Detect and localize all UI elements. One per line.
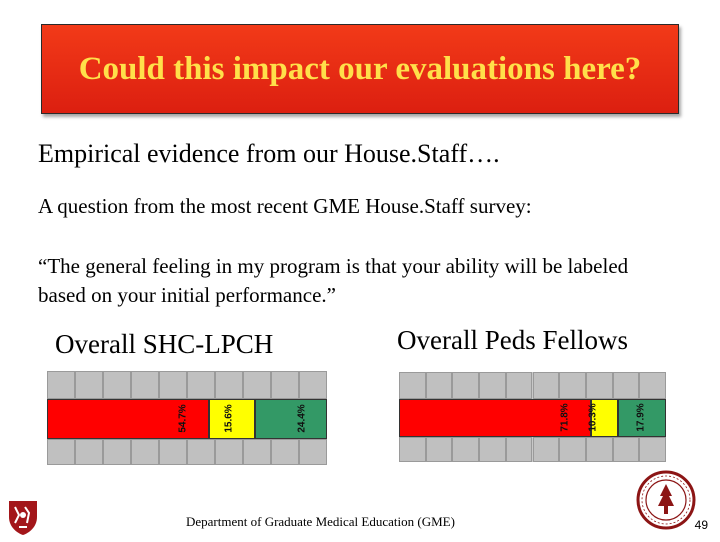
chart-grid-cell <box>585 372 613 399</box>
bar-value-label: 54.7% <box>178 404 190 434</box>
bar-value-label: 17.9% <box>635 403 647 433</box>
chart-grid-cell <box>505 372 533 399</box>
chart-peds-fellows: 71.8% 10.3% 17.9% <box>399 372 666 462</box>
chart-grid-cell <box>159 438 187 465</box>
heading-line: Empirical evidence from our House.Staff…… <box>38 139 500 168</box>
chart-grid-cell <box>271 371 299 400</box>
chart-grid-cell <box>399 436 426 462</box>
survey-quote: “The general feeling in my program is th… <box>38 254 629 307</box>
chart-grid-cell <box>243 371 271 400</box>
chart-grid-cell <box>452 436 480 462</box>
chart-grid-cell <box>299 371 327 400</box>
bar-value-label: 10.3% <box>587 403 599 433</box>
bar-value-label: 24.4% <box>296 404 308 434</box>
slide-title: Could this impact our evaluations here? <box>78 50 642 87</box>
chart-grid-cell <box>585 436 613 462</box>
chart-grid-cell <box>479 372 506 399</box>
chart-grid-cell <box>131 438 159 465</box>
bar-segment: 24.4% <box>254 399 327 439</box>
chart-grid-cell <box>215 371 243 400</box>
chart-grid-cell <box>532 372 560 399</box>
chart-grid-cell <box>159 371 187 400</box>
bar-value-label: 15.6% <box>224 404 236 434</box>
chart-title-shc-lpch: Overall SHC-LPCH <box>55 329 274 359</box>
chart-grid-cell <box>612 436 640 462</box>
title-banner: Could this impact our evaluations here? <box>41 24 679 114</box>
bar-segment: 17.9% <box>618 399 666 437</box>
chart-grid-cell <box>425 436 453 462</box>
chart-grid-cell <box>271 438 299 465</box>
chart-grid-cell <box>47 438 75 465</box>
chart-grid-cell <box>399 372 426 399</box>
chart-shc-lpch: 54.7% 15.6% 24.4% <box>47 371 327 465</box>
chart-grid-cell <box>187 371 215 400</box>
chart-grid-cell <box>299 438 327 465</box>
chart-grid-cell <box>559 436 586 462</box>
page-number: 49 <box>694 518 708 532</box>
chart-grid-cell <box>639 436 666 462</box>
chart-grid-cell <box>75 371 103 400</box>
bar-value-label: 71.8% <box>560 403 572 433</box>
chart-grid-cell <box>187 438 215 465</box>
stanford-university-seal <box>636 470 696 535</box>
chart-title-peds-fellows: Overall Peds Fellows <box>397 325 628 355</box>
bar-segment: 71.8% <box>399 399 591 437</box>
chart-grid-cell <box>243 438 271 465</box>
chart-grid-cell <box>131 371 159 400</box>
chart-grid-cell <box>452 372 480 399</box>
chart-grid-cell <box>103 371 131 400</box>
chart-grid-cell <box>559 372 586 399</box>
survey-question-intro: A question from the most recent GME Hous… <box>38 194 532 218</box>
bar-segment: 15.6% <box>208 399 255 439</box>
chart-grid-cell <box>103 438 131 465</box>
chart-grid-cell <box>75 438 103 465</box>
chart-grid-cell <box>532 436 560 462</box>
chart-grid-cell <box>639 372 666 399</box>
chart-grid-cell <box>215 438 243 465</box>
chart-grid-cell <box>425 372 453 399</box>
chart-grid-cell <box>47 371 75 400</box>
bar-segment: 54.7% <box>47 399 209 439</box>
bar-segment: 10.3% <box>587 399 619 437</box>
chart-grid-cell <box>612 372 640 399</box>
chart-grid-cell <box>505 436 533 462</box>
footer-department: Department of Graduate Medical Education… <box>186 514 455 529</box>
chart-grid-cell <box>479 436 506 462</box>
stanford-hospital-logo <box>3 497 43 542</box>
